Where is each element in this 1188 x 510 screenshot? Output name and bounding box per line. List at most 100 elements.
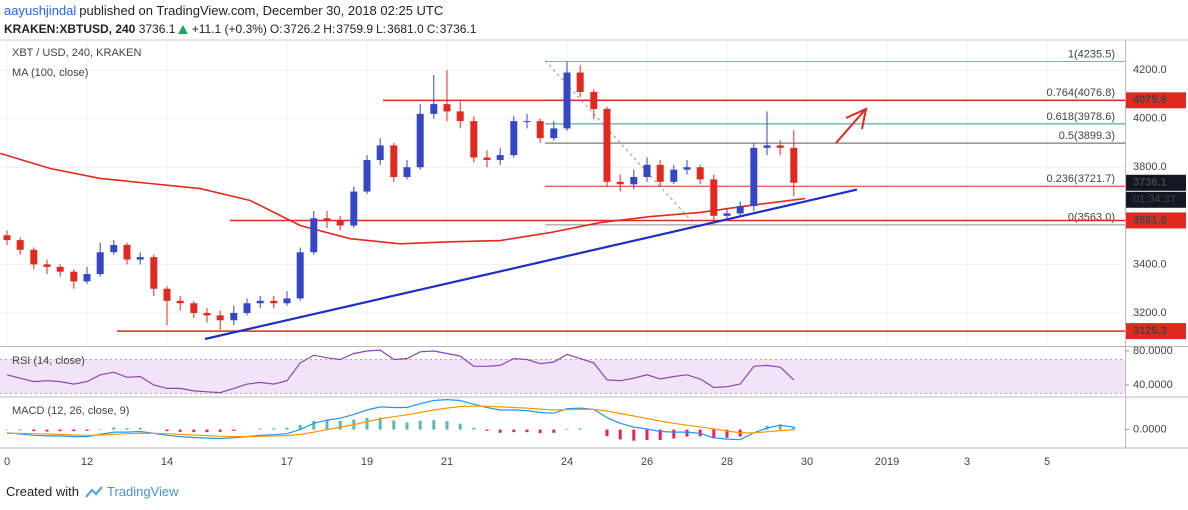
author-link[interactable]: aayushjindal [4, 3, 77, 18]
y-tick-label: 4000.0 [1133, 113, 1167, 125]
candle-body [296, 252, 304, 299]
macd-histogram-bar [618, 429, 622, 440]
brand[interactable]: TradingView [106, 484, 179, 499]
x-tick-label: 19 [361, 456, 373, 468]
candle-body [190, 303, 198, 313]
rsi-line [6, 349, 795, 394]
macd-histogram-bar [458, 423, 462, 430]
macd-histogram-bar [485, 429, 489, 431]
candle-body [776, 145, 784, 148]
candle-body [350, 191, 358, 226]
candle-body [416, 113, 424, 168]
publish-info: published on TradingView.com, December 3… [79, 3, 444, 18]
candle-body [550, 128, 558, 139]
level-label: 3125.3 [1133, 325, 1167, 337]
macd-histogram-bar [512, 429, 516, 433]
macd-histogram-bar [565, 428, 569, 430]
candle-body [336, 220, 344, 226]
macd-histogram-bar [18, 429, 22, 431]
macd-histogram-bar [45, 429, 49, 432]
macd-histogram-bar [538, 429, 542, 434]
fib-label: 0.764(4076.8) [1047, 87, 1116, 99]
macd-histogram-bar [472, 427, 476, 430]
candle-body [203, 312, 211, 316]
candle-body [16, 240, 24, 250]
arrow-shaft [835, 110, 865, 144]
pane-title: RSI (14, close) [12, 355, 85, 367]
candle-body [96, 252, 104, 275]
y-tick-label: 3400.0 [1133, 258, 1167, 270]
candle-body [150, 257, 158, 289]
ohlc-label: O: [269, 22, 283, 36]
macd-histogram-bar [392, 420, 396, 430]
macd-histogram-bar [498, 429, 502, 433]
candle-body [710, 179, 718, 216]
ohlc-label: L: [376, 22, 387, 36]
timer-label: 01:34:37 [1133, 194, 1176, 206]
candle-body [590, 91, 598, 109]
ma-label: MA (100, close) [12, 67, 88, 79]
macd-histogram-bar [338, 420, 342, 430]
macd-histogram-bar [365, 417, 369, 430]
macd-histogram-bar [98, 428, 102, 430]
fib-label: 0(3563.0) [1068, 212, 1115, 224]
pane-title: MACD (12, 26, close, 9) [12, 405, 129, 417]
rsi-band [0, 359, 1125, 394]
timer-box [1126, 191, 1186, 208]
macd-histogram-bar [645, 429, 649, 441]
candle-body [790, 147, 798, 183]
macd-histogram-bar [258, 428, 262, 430]
ohlc-value: 3726.2 [283, 22, 321, 36]
brand-logo [85, 485, 103, 498]
macd-line [7, 405, 794, 438]
macd-histogram-bar [405, 422, 409, 430]
level-label: 4075.6 [1133, 94, 1167, 106]
fib-label: 0.236(3721.7) [1047, 173, 1116, 185]
macd-histogram-bar [792, 427, 796, 430]
candle-body [110, 244, 118, 253]
x-tick-label: 3 [964, 456, 970, 468]
x-tick-label: 17 [281, 456, 293, 468]
macd-histogram-bar [192, 429, 196, 433]
macd-histogram-bar [325, 420, 329, 430]
ohlc: O:3726.2 H:3759.9 L:3681.0 C:3736.1 [270, 22, 480, 36]
x-tick-label: 5 [1044, 456, 1050, 468]
x-tick-label: 0 [4, 456, 10, 468]
candle-body [70, 271, 78, 282]
candle-body [470, 121, 478, 158]
candle-body [30, 249, 38, 265]
candle-body [256, 300, 264, 304]
candle-body [283, 298, 291, 304]
candle-body [723, 213, 731, 216]
candle-body [310, 218, 318, 253]
x-tick-label: 24 [561, 456, 573, 468]
y-tick-label: 80.0000 [1133, 345, 1173, 357]
ohlc-label: C: [426, 22, 439, 36]
y-tick-label: 0.0000 [1133, 424, 1167, 436]
candle-body [376, 145, 384, 160]
macd-histogram-bar [32, 429, 36, 432]
macd-histogram-bar [725, 429, 729, 438]
fib-label: 0.5(3899.3) [1059, 130, 1115, 142]
ohlc-value: 3681.0 [387, 22, 424, 36]
plot-layer: 0 12 14 17 19 21 24 26 28 30 2019 3 5 3200.0 3400.0 380… [0, 41, 1186, 468]
macd-histogram-bar [672, 429, 676, 439]
x-tick-label: 21 [441, 456, 453, 468]
up-triangle [178, 25, 189, 35]
candle-body [390, 145, 398, 177]
price-change: +11.1 (+0.3%) [191, 22, 267, 36]
x-tick-label: 12 [81, 456, 93, 468]
macd-histogram-bar [72, 429, 76, 432]
macd-histogram-bar [378, 417, 382, 430]
y-tick-label: 40.0000 [1133, 379, 1173, 391]
candle-body [523, 121, 531, 123]
fib-label: 0.618(3978.6) [1047, 111, 1116, 123]
last-price: 3736.1 [138, 22, 176, 36]
ohlc-value: 3736.1 [439, 22, 477, 36]
candle-body [510, 121, 518, 156]
arrow-head [845, 107, 868, 130]
macd-histogram-bar [5, 428, 9, 430]
macd-histogram-bar [298, 424, 302, 430]
